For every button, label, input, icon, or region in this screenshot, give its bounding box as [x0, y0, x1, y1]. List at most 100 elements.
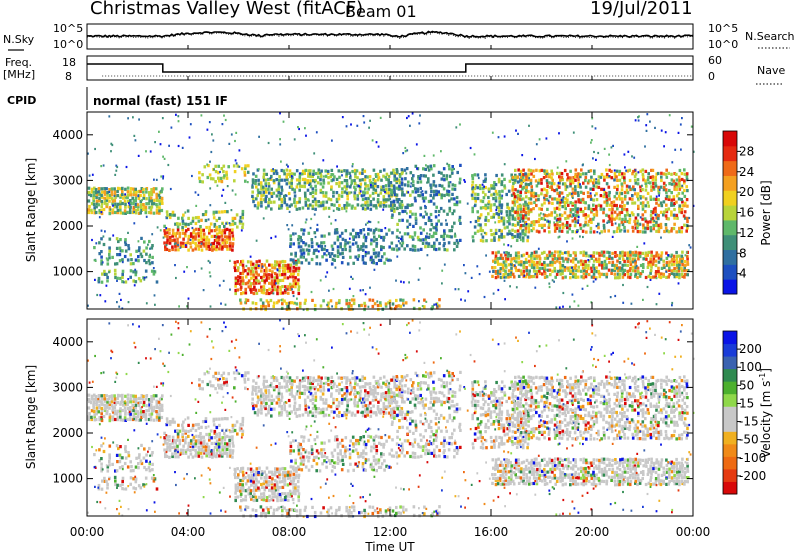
power-cell [333, 254, 335, 257]
power-cell [690, 125, 693, 128]
power-cell [263, 263, 266, 267]
velocity-cell [95, 400, 99, 404]
power-cell [205, 247, 208, 251]
velocity-cell [270, 480, 273, 484]
power-cell [642, 195, 645, 199]
power-cell [574, 220, 577, 224]
power-cell [222, 176, 226, 180]
velocity-cell [142, 410, 145, 414]
power-cell [299, 245, 303, 249]
power-cell [441, 269, 444, 272]
power-cell [590, 139, 593, 142]
velocity-cell [174, 455, 177, 459]
power-cell [423, 298, 426, 302]
power-cell [518, 219, 522, 223]
velocity-cell [273, 407, 276, 411]
power-cell [122, 196, 125, 200]
power-cell [209, 160, 211, 163]
power-cell [665, 275, 668, 279]
power-cell [265, 269, 268, 273]
power-cell [385, 257, 388, 261]
power-cell [330, 244, 334, 248]
power-cell [414, 216, 418, 220]
power-cell [215, 210, 218, 214]
power-cell [589, 207, 593, 211]
velocity-cell [155, 410, 158, 414]
power-cell [106, 279, 109, 283]
power-cell [675, 260, 679, 264]
power-cell [186, 241, 190, 245]
velocity-cell [241, 423, 244, 427]
velocity-cell [304, 410, 308, 414]
power-cell [524, 190, 527, 195]
power-cell [459, 163, 462, 167]
power-cell [126, 190, 130, 194]
power-cell [154, 187, 158, 191]
power-cell [496, 271, 500, 275]
power-cell [517, 274, 521, 278]
power-cell [400, 206, 404, 210]
power-cell [600, 187, 603, 191]
power-cell [119, 202, 122, 206]
power-cell [218, 216, 221, 220]
velocity-cell [235, 420, 239, 424]
power-cell [477, 218, 480, 222]
velocity-cell [259, 398, 262, 402]
power-cell [296, 273, 300, 277]
power-cell [592, 254, 595, 258]
power-cell [273, 272, 277, 276]
power-cell [267, 184, 271, 188]
power-cell [215, 228, 218, 232]
power-cell [629, 253, 632, 257]
velocity-cell [251, 397, 254, 401]
velocity-cell [246, 479, 250, 483]
power-cell [356, 197, 360, 201]
power-cell [538, 217, 541, 221]
power-cell [398, 212, 401, 216]
velocity-cell [140, 410, 143, 414]
power-cell [561, 205, 564, 209]
power-cell [558, 217, 562, 221]
power-cell [602, 266, 606, 270]
power-cell [275, 301, 279, 305]
power-cell [618, 254, 622, 258]
velocity-cell [216, 442, 219, 446]
power-cell [654, 181, 657, 185]
power-cell [646, 285, 649, 289]
velocity-cell [132, 399, 135, 403]
power-cell [602, 211, 605, 215]
velocity-cell [303, 398, 307, 402]
power-cell [637, 171, 640, 174]
power-cell [614, 222, 617, 225]
power-cell [203, 244, 206, 248]
power-cell [240, 260, 243, 264]
power-cell [421, 193, 424, 197]
power-cell [584, 216, 588, 220]
power-cell [327, 252, 331, 256]
power-cell [112, 204, 114, 207]
velocity-cell [247, 476, 251, 480]
velocity-cell [176, 435, 180, 439]
power-cell [344, 238, 347, 243]
power-cell [206, 163, 209, 166]
velocity-cell [158, 406, 162, 410]
power-cell [510, 193, 514, 197]
power-cell [651, 211, 655, 215]
power-cell [425, 300, 428, 303]
power-cell [282, 169, 286, 173]
power-cell [288, 181, 291, 185]
power-cell [119, 211, 123, 215]
velocity-cell [219, 383, 223, 387]
power-cell [308, 183, 310, 186]
power-cell [448, 167, 451, 171]
power-cell [280, 204, 284, 208]
power-cell [382, 174, 385, 178]
power-cell [144, 205, 148, 209]
power-cell [166, 235, 169, 239]
power-cell [510, 263, 513, 267]
power-cell [202, 238, 206, 242]
power-cell [100, 280, 104, 284]
velocity-cell [239, 486, 243, 490]
power-cell [307, 172, 310, 176]
power-cell [452, 209, 456, 213]
